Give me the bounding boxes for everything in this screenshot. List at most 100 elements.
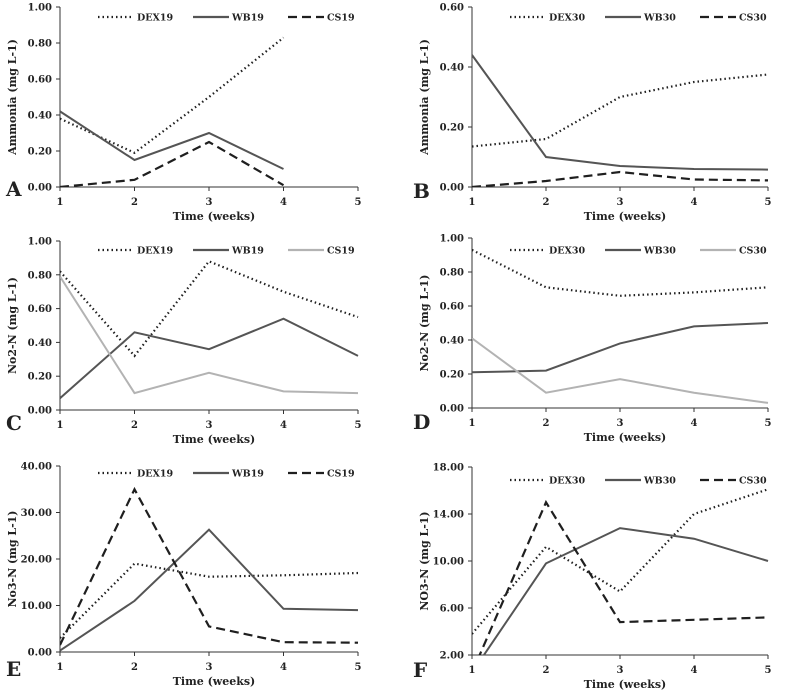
legend-entry: DEX30 bbox=[549, 476, 585, 487]
chart-panel-c: 0.00 0.20 0.40 0.60 0.80 1.00 1 2 3 4 5 Time (weeks… bbox=[6, 237, 362, 447]
series-line-wb30 bbox=[472, 322, 769, 374]
legend-entry: CS19 bbox=[327, 13, 355, 24]
x-tick-label: 2 bbox=[543, 665, 550, 676]
x-tick-label: 5 bbox=[765, 665, 772, 676]
series-line-wb30 bbox=[472, 54, 769, 171]
y-tick-label: 1.00 bbox=[440, 234, 464, 245]
x-tick-label: 3 bbox=[206, 662, 213, 673]
x-tick-label: 4 bbox=[691, 418, 698, 429]
legend-entry: DEX19 bbox=[137, 469, 173, 480]
x-tick-label: 1 bbox=[469, 197, 476, 208]
y-tick-label: 0.20 bbox=[28, 372, 52, 383]
legend-entry: WB30 bbox=[643, 13, 676, 24]
legend-entry: CS30 bbox=[739, 246, 767, 257]
y-tick-label: 0.00 bbox=[28, 648, 52, 659]
x-tick-label: 2 bbox=[131, 420, 138, 431]
y-tick-label: 40.00 bbox=[21, 462, 52, 473]
y-tick-label: 0.40 bbox=[440, 63, 464, 74]
y-axis-label: No2-N (mg L-1) bbox=[418, 274, 431, 371]
x-tick-label: 2 bbox=[543, 197, 550, 208]
chart-panel-b: 0.00 0.20 0.40 0.60 1 2 3 4 5 Time (weeks) Ammonia… bbox=[413, 3, 772, 224]
panel-letter: A bbox=[5, 177, 22, 201]
x-tick-label: 2 bbox=[131, 662, 138, 673]
series-line-cs19 bbox=[60, 140, 285, 187]
legend-entry: DEX19 bbox=[137, 246, 173, 257]
y-tick-label: 18.00 bbox=[433, 463, 464, 474]
y-tick-label: 0.00 bbox=[28, 183, 52, 194]
series-line-dex30 bbox=[472, 73, 769, 148]
x-tick-label: 4 bbox=[280, 662, 287, 673]
chart-panel-d: 0.00 0.20 0.40 0.60 0.80 1.00 1 2 3 4 5 Time (weeks… bbox=[413, 234, 772, 445]
x-tick-label: 3 bbox=[617, 665, 624, 676]
y-tick-label: 1.00 bbox=[28, 3, 52, 14]
series-line-dex30 bbox=[472, 488, 769, 635]
x-tick-label: 5 bbox=[355, 662, 362, 673]
x-axis-label: Time (weeks) bbox=[173, 210, 256, 223]
chart-panel-a: 0.00 0.20 0.40 0.60 0.80 1.00 1 2 3 4 5 Time (weeks… bbox=[5, 3, 362, 224]
y-tick-label: 0.60 bbox=[440, 3, 464, 14]
panel-letter: F bbox=[413, 658, 427, 682]
legend-entry: DEX30 bbox=[549, 246, 585, 257]
y-axis-label: No2-N (mg L-1) bbox=[6, 277, 19, 374]
chart-panel-e: 0.00 10.00 20.00 30.00 40.00 1 2 3 4 5 Time (weeks… bbox=[6, 462, 362, 689]
y-axis-label: NO3-N (mg L-1) bbox=[418, 511, 431, 610]
y-tick-label: 0.20 bbox=[440, 123, 464, 134]
series-line-wb19 bbox=[60, 528, 359, 652]
y-tick-label: 30.00 bbox=[21, 508, 52, 519]
y-tick-label: 0.80 bbox=[440, 268, 464, 279]
series-line-dex30 bbox=[472, 248, 769, 297]
y-tick-label: 6.00 bbox=[440, 604, 464, 615]
series-line-cs30 bbox=[478, 499, 769, 655]
series-line-dex19 bbox=[60, 259, 359, 358]
legend-entry: CS30 bbox=[739, 13, 767, 24]
legend-entry: DEX30 bbox=[549, 13, 585, 24]
x-tick-label: 2 bbox=[131, 197, 138, 208]
y-tick-label: 0.00 bbox=[440, 404, 464, 415]
series-line-wb19 bbox=[60, 110, 284, 170]
y-tick-label: 0.40 bbox=[28, 111, 52, 122]
legend-entry: WB30 bbox=[643, 246, 676, 257]
x-tick-label: 2 bbox=[543, 418, 550, 429]
y-tick-label: 0.40 bbox=[440, 336, 464, 347]
x-tick-label: 1 bbox=[57, 662, 64, 673]
x-tick-label: 3 bbox=[617, 197, 624, 208]
legend-entry: CS19 bbox=[327, 246, 355, 257]
y-tick-label: 0.60 bbox=[28, 304, 52, 315]
x-tick-label: 5 bbox=[765, 418, 772, 429]
legend-entry: WB19 bbox=[231, 246, 264, 257]
x-axis-label: Time (weeks) bbox=[584, 678, 667, 690]
chart-panel-f: 2.00 6.00 10.00 14.00 18.00 1 2 3 4 5 Time (weeks)… bbox=[413, 463, 772, 690]
x-axis-label: Time (weeks) bbox=[173, 433, 256, 446]
y-tick-label: 0.80 bbox=[28, 39, 52, 50]
x-tick-label: 1 bbox=[57, 420, 64, 431]
legend-entry: CS19 bbox=[327, 469, 355, 480]
panel-letter: D bbox=[413, 410, 430, 434]
panel-letter: B bbox=[413, 179, 430, 203]
x-tick-label: 3 bbox=[206, 420, 213, 431]
panel-letter: C bbox=[6, 411, 22, 435]
y-tick-label: 10.00 bbox=[433, 557, 464, 568]
x-axis-label: Time (weeks) bbox=[584, 431, 667, 444]
x-tick-label: 5 bbox=[765, 197, 772, 208]
series-line-dex19 bbox=[60, 562, 359, 639]
panel-letter: E bbox=[6, 657, 21, 681]
legend-entry: WB19 bbox=[231, 13, 264, 24]
x-tick-label: 3 bbox=[206, 197, 213, 208]
series-line-wb19 bbox=[60, 317, 359, 399]
series-line-dex19 bbox=[60, 36, 285, 155]
legend-entry: DEX19 bbox=[137, 13, 173, 24]
x-tick-label: 4 bbox=[280, 197, 287, 208]
x-tick-label: 4 bbox=[691, 665, 698, 676]
x-tick-label: 1 bbox=[469, 418, 476, 429]
legend-entry: CS30 bbox=[739, 476, 767, 487]
y-tick-label: 0.60 bbox=[440, 302, 464, 313]
y-tick-label: 14.00 bbox=[433, 510, 464, 521]
y-tick-label: 0.80 bbox=[28, 270, 52, 281]
y-axis-label: Ammonia (mg L-1) bbox=[418, 39, 431, 156]
series-line-cs19 bbox=[60, 275, 359, 395]
x-tick-label: 4 bbox=[691, 197, 698, 208]
x-tick-label: 3 bbox=[617, 418, 624, 429]
y-tick-label: 0.40 bbox=[28, 338, 52, 349]
legend-entry: WB30 bbox=[643, 476, 676, 487]
x-axis-label: Time (weeks) bbox=[173, 675, 256, 688]
